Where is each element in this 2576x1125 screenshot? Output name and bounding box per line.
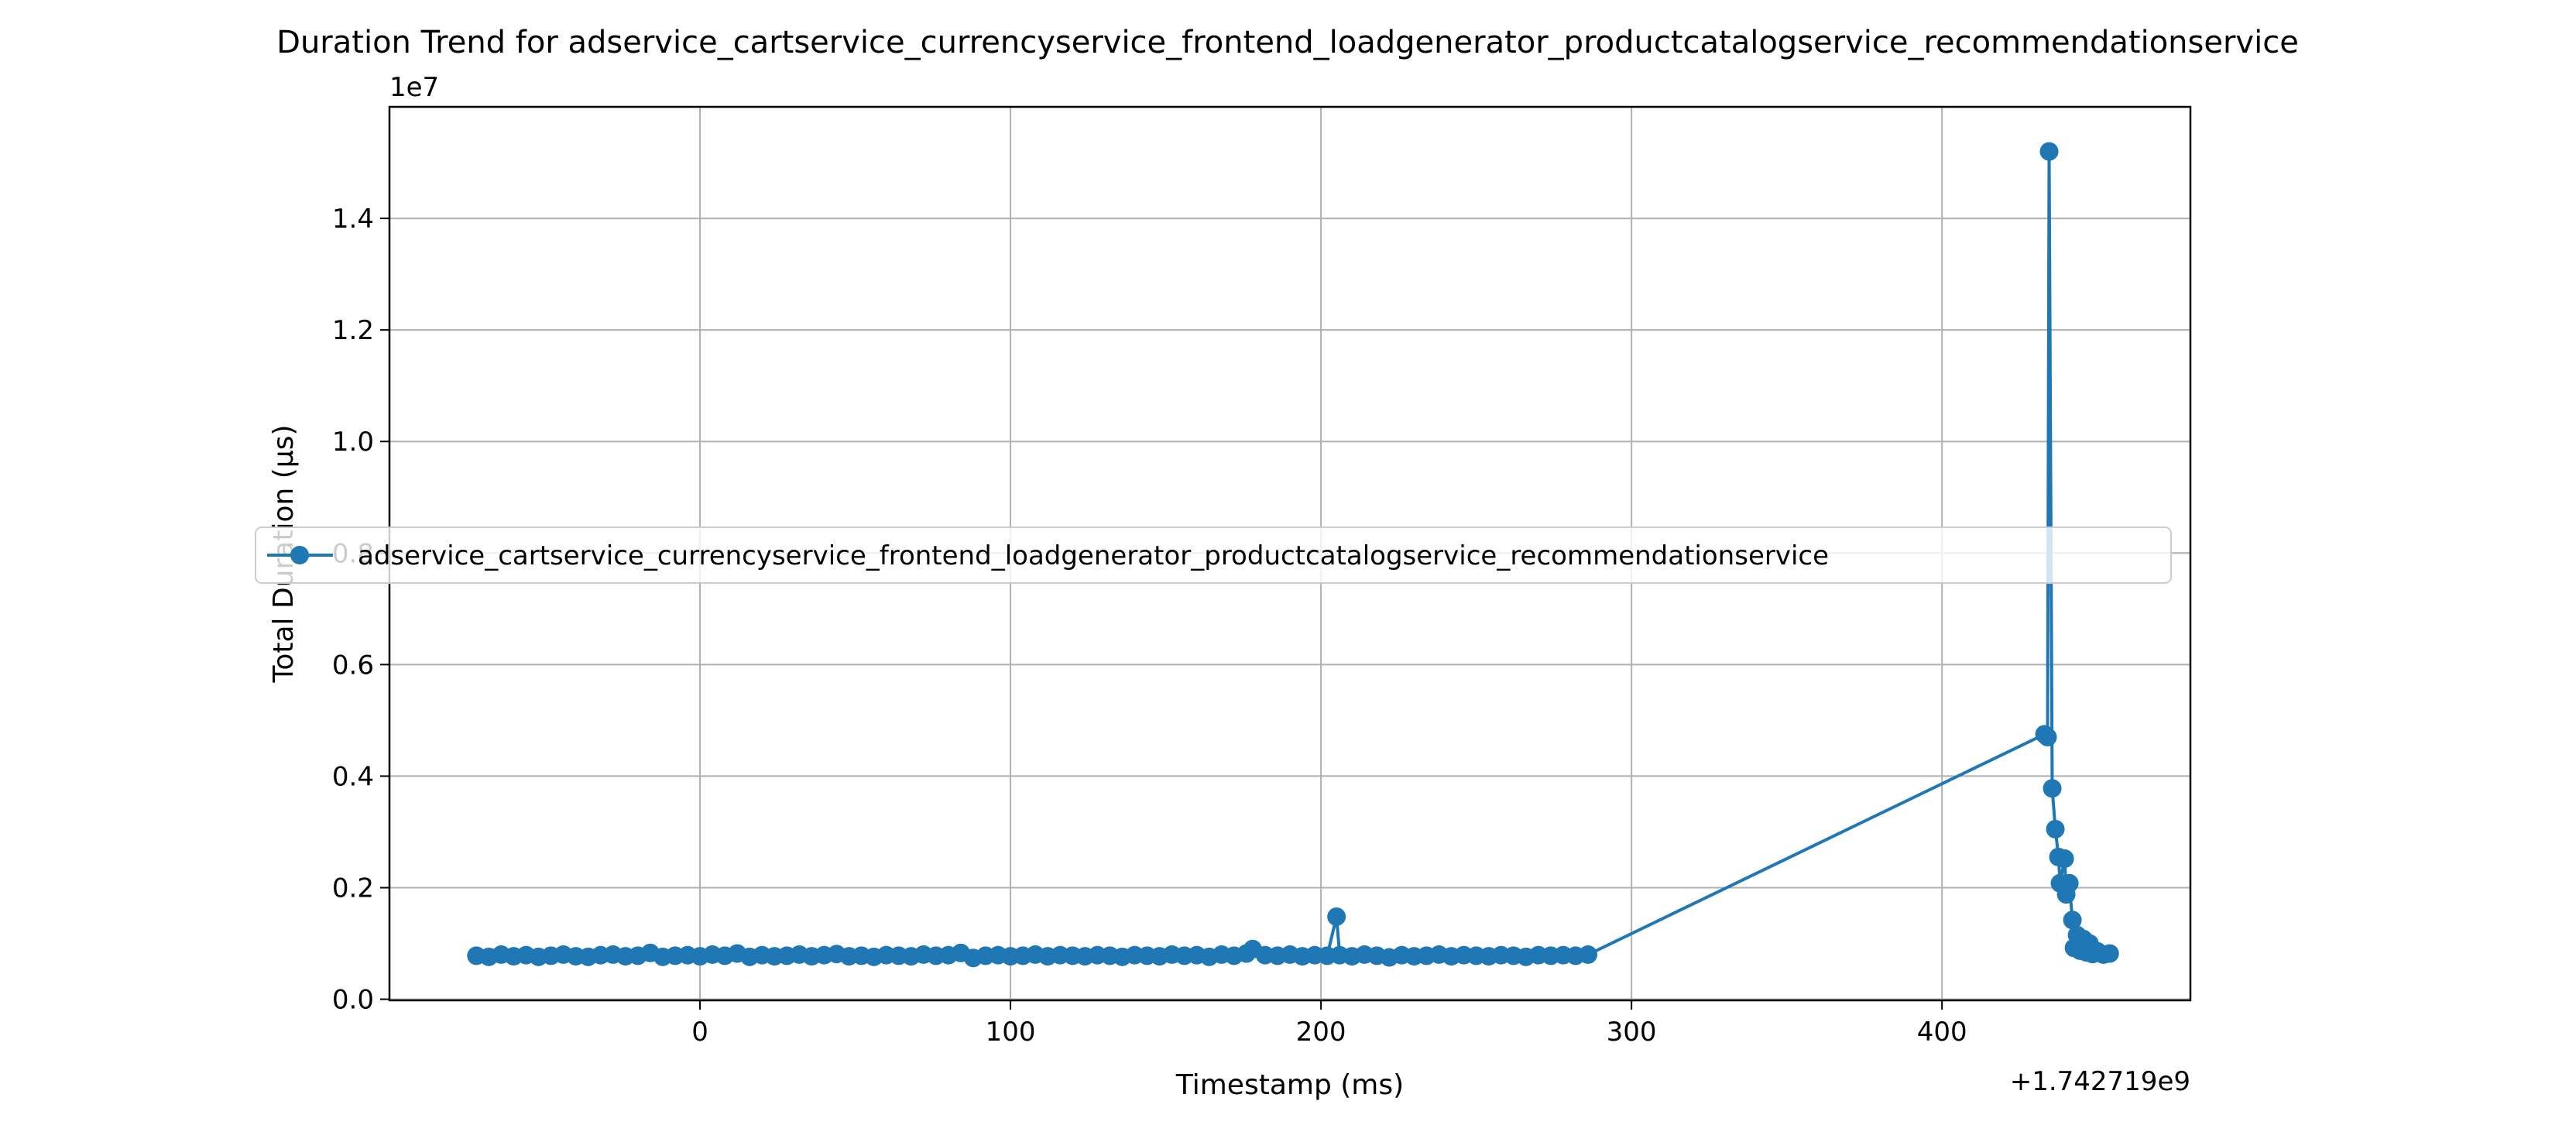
- data-point: [2100, 944, 2119, 963]
- y-tick-label: 1.2: [332, 315, 374, 346]
- grid-lines: [389, 107, 2190, 1000]
- x-tick-label: 100: [986, 1017, 1036, 1048]
- x-offset-label: +1.742719e9: [2010, 1066, 2190, 1097]
- legend-marker-swatch: [290, 546, 309, 564]
- data-point: [1578, 945, 1597, 964]
- y-tick-label: 0.2: [332, 873, 374, 904]
- x-tick-label: 200: [1296, 1017, 1346, 1048]
- data-point: [2063, 911, 2082, 930]
- data-point: [2055, 849, 2074, 869]
- y-scale-label: 1e7: [389, 72, 439, 103]
- data-point: [2060, 873, 2079, 893]
- x-tick-label: 300: [1607, 1017, 1657, 1048]
- y-tick-label: 0.0: [332, 985, 374, 1016]
- chart-title: Duration Trend for adservice_cartservice…: [276, 25, 2299, 60]
- y-tick-label: 1.0: [332, 427, 374, 458]
- data-point: [2043, 779, 2062, 798]
- legend-entry: adservice_cartservice_currencyservice_fr…: [358, 540, 1829, 571]
- x-tick-label: 0: [691, 1017, 708, 1048]
- data-point: [2046, 819, 2065, 839]
- x-axis-label: Timestamp (ms): [1175, 1069, 1404, 1101]
- data-point: [2039, 142, 2059, 161]
- data-series: [467, 142, 2119, 968]
- legend: adservice_cartservice_currencyservice_fr…: [255, 526, 2172, 584]
- y-tick-label: 0.4: [332, 761, 374, 792]
- y-tick-label: 0.6: [332, 650, 374, 681]
- y-tick-label: 1.4: [332, 204, 374, 235]
- x-tick-label: 400: [1917, 1017, 1967, 1048]
- data-point: [2038, 727, 2057, 746]
- data-point: [1327, 907, 1346, 926]
- legend-box: [255, 526, 2172, 584]
